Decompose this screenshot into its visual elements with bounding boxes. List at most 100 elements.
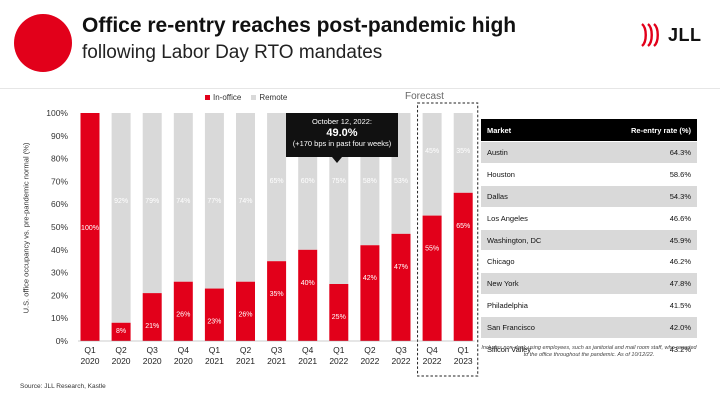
table-row: Dallas 54.3% (481, 184, 697, 208)
data-label-in-office: 26% (238, 312, 252, 319)
x-tick-label-year: 2020 (143, 356, 162, 366)
jll-logo-text: JLL (668, 24, 702, 45)
bar-remote (453, 113, 473, 193)
y-tick-label: 0% (56, 336, 69, 346)
bar-in-office (142, 293, 162, 341)
forecast-label: Forecast (405, 91, 444, 102)
market-name: New York (481, 272, 585, 295)
page-subtitle: following Labor Day RTO mandates (82, 42, 383, 63)
market-rate: 46.6% (584, 206, 697, 230)
callout-pointer (332, 157, 342, 163)
data-label-remote: 58% (363, 178, 377, 185)
data-label-remote: 35% (456, 148, 470, 155)
x-tick-label-quarter: Q1 (333, 345, 345, 355)
table-row: Washington, DC 45.9% (481, 228, 697, 251)
table-row: Los Angeles 46.6% (481, 206, 697, 230)
market-rate: 64.3% (584, 141, 697, 164)
table-row: New York 47.8% (481, 272, 697, 295)
jll-logo: JLL (638, 22, 702, 48)
x-tick-label-quarter: Q4 (426, 345, 438, 355)
x-tick-label-year: 2020 (81, 356, 100, 366)
data-label-remote: 79% (145, 198, 159, 205)
bar-remote (204, 113, 224, 289)
x-tick-label-quarter: Q2 (240, 345, 252, 355)
x-tick-label-year: 2022 (329, 356, 348, 366)
table-row: Philadelphia 41.5% (481, 294, 697, 317)
data-label-remote: 75% (332, 178, 346, 185)
y-axis-label: U.S. office occupancy vs. pre-pandemic n… (21, 142, 31, 314)
x-tick-label-year: 2021 (298, 356, 317, 366)
callout-value: 49.0% (326, 127, 358, 139)
x-tick-label-quarter: Q4 (178, 345, 190, 355)
x-tick-label-year: 2021 (267, 356, 286, 366)
x-tick-label-quarter: Q4 (302, 345, 314, 355)
market-rate: 43.2% (584, 338, 697, 360)
data-label-in-office: 40% (301, 280, 315, 287)
bar-in-office (204, 288, 224, 341)
y-tick-label: 100% (46, 108, 68, 118)
table-header-rate: Re-entry rate (%) (584, 119, 697, 142)
x-tick-label-year: 2022 (423, 356, 442, 366)
table-footnote: Includes non-desk-using employees, such … (481, 345, 697, 358)
bar-in-office (267, 261, 287, 341)
market-rate: 42.0% (584, 316, 697, 339)
market-rate: 58.6% (584, 162, 697, 186)
x-tick-label-year: 2023 (454, 356, 473, 366)
x-tick-label-quarter: Q3 (395, 345, 407, 355)
bar-in-office (298, 249, 318, 341)
x-tick-label-year: 2022 (392, 356, 411, 366)
y-tick-label: 90% (51, 131, 68, 141)
market-name: Dallas (481, 184, 585, 208)
data-label-in-office: 25% (332, 314, 346, 321)
header-divider (0, 88, 720, 89)
callout-date: October 12, 2022: (311, 117, 373, 126)
bar-in-office (111, 322, 131, 341)
market-name: Los Angeles (481, 206, 585, 230)
y-tick-label: 50% (51, 222, 68, 232)
x-tick-label-quarter: Q1 (209, 345, 221, 355)
data-label-remote: 92% (114, 198, 128, 205)
data-label-in-office: 21% (145, 323, 159, 330)
market-rate: 41.5% (584, 294, 697, 317)
x-tick-label-quarter: Q2 (115, 345, 127, 355)
x-tick-label-year: 2020 (112, 356, 131, 366)
x-tick-label-year: 2021 (236, 356, 255, 366)
bar-remote (142, 113, 162, 294)
market-name: Washington, DC (481, 228, 585, 251)
table-row: Houston 58.6% (481, 162, 697, 186)
data-label-in-office: 47% (394, 264, 408, 271)
y-tick-label: 60% (51, 199, 68, 209)
callout-box: October 12, 2022: 49.0% (+170 bps in pas… (286, 113, 398, 157)
x-tick-label-year: 2021 (205, 356, 224, 366)
x-tick-label-year: 2022 (360, 356, 379, 366)
callout-note: (+170 bps in past four weeks) (292, 139, 392, 148)
y-tick-label: 30% (51, 268, 68, 278)
market-name: San Francisco (481, 316, 585, 339)
bar-in-office (80, 113, 100, 341)
bar-in-office (236, 281, 255, 341)
market-rate: 47.8% (584, 272, 697, 295)
data-label-in-office: 8% (116, 328, 126, 335)
data-label-remote: 65% (270, 178, 284, 185)
data-label-in-office: 55% (425, 246, 439, 253)
data-label-remote: 74% (176, 198, 190, 205)
market-rate: 45.9% (584, 228, 697, 251)
legend-in-office: In-office (205, 93, 241, 102)
data-label-in-office: 26% (176, 312, 190, 319)
market-table: Market Re-entry rate (%) Austin 64.3% Hou… (481, 119, 697, 360)
data-label-in-office: 65% (456, 223, 470, 230)
data-label-in-office: 23% (207, 319, 221, 326)
y-tick-label: 20% (51, 290, 68, 300)
bar-in-office (422, 215, 442, 341)
bar-in-office (453, 192, 473, 341)
market-rate: 54.3% (584, 184, 697, 208)
chart-legend: In-office Remote (205, 93, 287, 102)
y-tick-label: 40% (51, 245, 68, 255)
x-tick-label-quarter: Q1 (458, 345, 470, 355)
table-row: Silicon Valley 43.2% (481, 338, 697, 360)
source-note: Source: JLL Research, Kastle (20, 383, 106, 390)
bar-in-office (360, 245, 380, 341)
data-label-in-office: 35% (270, 291, 284, 298)
y-tick-label: 80% (51, 154, 68, 164)
bar-in-office (329, 284, 349, 341)
